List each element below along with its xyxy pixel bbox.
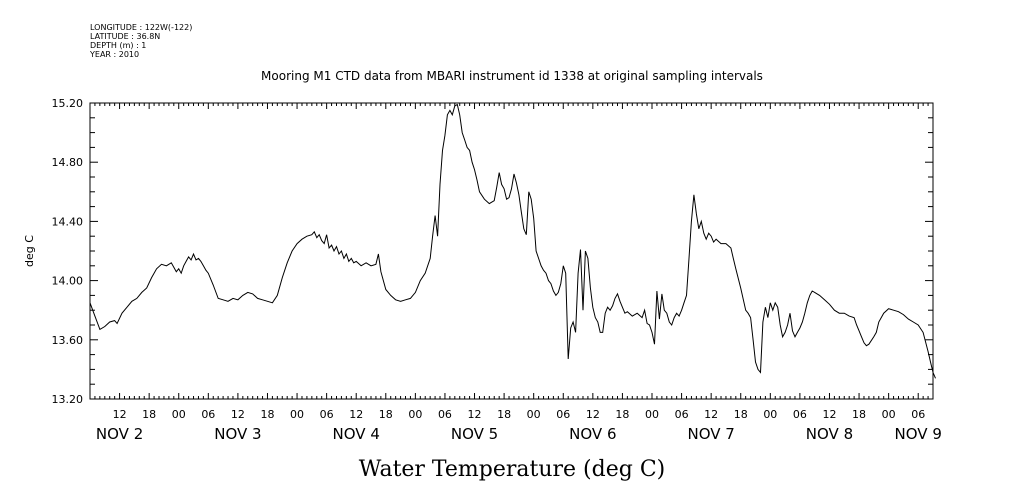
x-axis-label: Water Temperature (deg C) bbox=[359, 457, 666, 482]
metadata-block: LONGITUDE : 122W(-122) LATITUDE : 36.8N … bbox=[89, 23, 192, 59]
x-tick-label: 18 bbox=[379, 408, 393, 421]
longitude-text: LONGITUDE : 122W(-122) bbox=[90, 23, 192, 32]
date-label: NOV 5 bbox=[451, 425, 498, 443]
x-tick-label: 18 bbox=[497, 408, 511, 421]
date-label: NOV 4 bbox=[333, 425, 380, 443]
x-tick-label: 18 bbox=[142, 408, 156, 421]
x-tick-label: 00 bbox=[882, 408, 896, 421]
x-tick-label: 06 bbox=[201, 408, 215, 421]
x-tick-label: 06 bbox=[793, 408, 807, 421]
x-tick-label: 18 bbox=[615, 408, 629, 421]
date-label: NOV 7 bbox=[687, 425, 734, 443]
y-tick-label: 14.80 bbox=[52, 156, 84, 169]
y-tick-label: 15.20 bbox=[52, 97, 84, 110]
latitude-text: LATITUDE : 36.8N bbox=[90, 32, 160, 41]
x-tick-label: 00 bbox=[527, 408, 541, 421]
y-tick-label: 14.40 bbox=[52, 215, 84, 228]
date-label: NOV 8 bbox=[806, 425, 853, 443]
y-tick-label: 13.20 bbox=[52, 393, 84, 406]
x-tick-label: 00 bbox=[763, 408, 777, 421]
x-tick-label: 12 bbox=[113, 408, 127, 421]
x-tick-label: 18 bbox=[260, 408, 274, 421]
x-tick-label: 12 bbox=[586, 408, 600, 421]
y-tick-labels: 13.20 13.60 14.00 14.40 14.80 15.20 bbox=[52, 97, 84, 406]
x-tick-label: 00 bbox=[290, 408, 304, 421]
x-tick-label: 06 bbox=[911, 408, 925, 421]
x-tick-label: 12 bbox=[468, 408, 482, 421]
date-label: NOV 6 bbox=[569, 425, 616, 443]
y-axis-label: deg C bbox=[23, 235, 36, 267]
date-label: NOV 3 bbox=[214, 425, 261, 443]
x-tick-label: 12 bbox=[704, 408, 718, 421]
x-tick-label: 12 bbox=[822, 408, 836, 421]
date-labels: NOV 2 NOV 3 NOV 4 NOV 5 NOV 6 NOV 7 NOV 8 NOV 9 bbox=[96, 425, 942, 443]
series-line bbox=[89, 103, 936, 379]
x-tick-label: 06 bbox=[556, 408, 570, 421]
y-tick-label: 14.00 bbox=[52, 275, 84, 288]
axis-ticks bbox=[89, 102, 934, 400]
date-label: NOV 9 bbox=[895, 425, 942, 443]
depth-text: DEPTH (m) : 1 bbox=[90, 41, 146, 50]
x-tick-label: 18 bbox=[734, 408, 748, 421]
x-tick-label: 00 bbox=[408, 408, 422, 421]
year-text: YEAR : 2010 bbox=[89, 50, 139, 59]
x-tick-label: 12 bbox=[231, 408, 245, 421]
plot-frame bbox=[89, 102, 934, 400]
x-tick-label: 06 bbox=[675, 408, 689, 421]
x-tick-label: 18 bbox=[852, 408, 866, 421]
date-label: NOV 2 bbox=[96, 425, 143, 443]
chart-title: Mooring M1 CTD data from MBARI instrumen… bbox=[261, 69, 763, 83]
x-tick-label: 12 bbox=[349, 408, 363, 421]
y-tick-label: 13.60 bbox=[52, 334, 84, 347]
x-tick-label: 06 bbox=[438, 408, 452, 421]
x-tick-label: 00 bbox=[172, 408, 186, 421]
x-tick-labels: 12 18 00 06 12 18 00 06 12 18 00 06 12 18 00 06 12 18 00 06… bbox=[113, 408, 926, 421]
x-tick-label: 00 bbox=[645, 408, 659, 421]
x-tick-label: 06 bbox=[320, 408, 334, 421]
